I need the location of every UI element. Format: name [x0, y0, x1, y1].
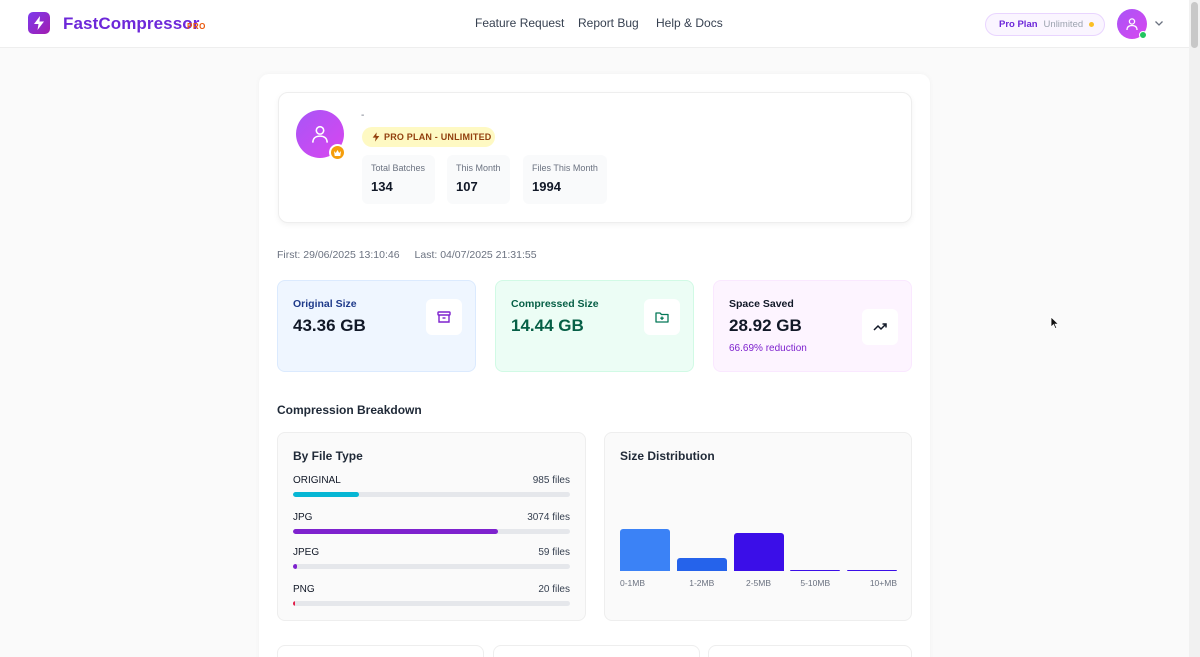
- space-saved-value: 28.92 GB: [729, 316, 802, 335]
- chart-bar-2-5MB: [733, 533, 784, 571]
- file-type-name: ORIGINAL: [293, 475, 341, 486]
- size-distribution-panel: [604, 432, 912, 621]
- user-icon: [1126, 18, 1138, 31]
- progress-fill: [293, 529, 498, 534]
- progress-fill: [293, 492, 359, 497]
- nav-report-bug[interactable]: Report Bug: [578, 16, 639, 30]
- by-file-type-title: By File Type: [293, 449, 363, 463]
- chart-bar-10+MB: [847, 570, 897, 571]
- stat-files-this-month: Files This Month 1994: [523, 155, 607, 204]
- file-type-name: JPG: [293, 512, 313, 523]
- plan-pill-status: Unlimited: [1043, 19, 1084, 30]
- brand-name[interactable]: FastCompressor: [63, 14, 200, 33]
- first-date: First: 29/06/2025 13:10:46: [277, 249, 400, 261]
- pro-plan-badge: PRO PLAN - UNLIMITED: [362, 127, 495, 147]
- compression-breakdown-title: Compression Breakdown: [277, 403, 422, 417]
- online-status-dot: [1139, 31, 1147, 39]
- brand-pro-tag: PRO: [187, 22, 206, 31]
- bolt-icon: [372, 132, 380, 142]
- plan-pill-name: Pro Plan: [999, 19, 1038, 30]
- chart-x-label: 10+MB: [869, 578, 897, 588]
- original-size-label: Original Size: [293, 298, 357, 310]
- space-saved-label: Space Saved: [729, 298, 794, 310]
- scrollbar-thumb[interactable]: [1191, 2, 1198, 48]
- chart-x-label: 1-2MB: [689, 578, 715, 588]
- bottom-card: [277, 645, 484, 657]
- original-size-card: Original Size 43.36 GB: [277, 280, 476, 372]
- stat-label: Total Batches: [371, 163, 426, 173]
- reduction-percent: 66.69% reduction: [729, 343, 807, 354]
- chart-x-label: 2-5MB: [745, 578, 772, 588]
- scrollbar-track[interactable]: [1189, 0, 1200, 657]
- progress-track: [293, 492, 570, 497]
- progress-track: [293, 601, 570, 606]
- stat-label: This Month: [456, 163, 501, 173]
- plan-pill[interactable]: Pro Plan Unlimited: [985, 13, 1105, 36]
- bottom-card: [493, 645, 700, 657]
- chevron-down-icon[interactable]: [1154, 18, 1164, 28]
- stat-total-batches: Total Batches 134: [362, 155, 435, 204]
- chart-bar-5-10MB: [790, 570, 841, 571]
- progress-fill: [293, 564, 297, 569]
- file-type-name: PNG: [293, 584, 315, 595]
- progress-track: [293, 529, 570, 534]
- pro-plan-badge-label: PRO PLAN - UNLIMITED: [384, 132, 492, 142]
- stat-value: 1994: [532, 179, 561, 194]
- compressed-size-card: Compressed Size 14.44 GB: [495, 280, 694, 372]
- chart-x-label: 5-10MB: [800, 578, 831, 588]
- chart-bar-0-1MB: [620, 529, 670, 571]
- mouse-cursor-icon: [1050, 316, 1060, 330]
- file-type-count: 985 files: [532, 475, 570, 486]
- by-file-type-panel: [277, 432, 586, 621]
- progress-track: [293, 564, 570, 569]
- activity-dates: First: 29/06/2025 13:10:46 Last: 04/07/2…: [277, 249, 549, 261]
- profile-name: -: [361, 110, 365, 121]
- file-type-count: 3074 files: [527, 512, 570, 523]
- stat-value: 134: [371, 179, 393, 194]
- chart-bar-1-2MB: [676, 558, 727, 571]
- last-date: Last: 04/07/2025 21:31:55: [414, 249, 537, 261]
- logo-bolt-icon[interactable]: [28, 12, 50, 34]
- nav-help-docs[interactable]: Help & Docs: [656, 16, 723, 30]
- space-saved-card: Space Saved 28.92 GB 66.69% reduction: [713, 280, 912, 372]
- trending-up-icon: [862, 309, 898, 345]
- file-type-name: JPEG: [293, 547, 320, 558]
- nav-feature-request[interactable]: Feature Request: [475, 16, 565, 30]
- file-type-count: 59 files: [538, 547, 570, 558]
- stat-label: Files This Month: [532, 163, 598, 173]
- folder-plus-icon: [644, 299, 680, 335]
- size-distribution-title: Size Distribution: [620, 449, 715, 463]
- user-icon: [312, 125, 328, 143]
- original-size-value: 43.36 GB: [293, 316, 366, 335]
- file-type-count: 20 files: [538, 584, 570, 595]
- stat-value: 107: [456, 179, 478, 194]
- bottom-card: [708, 645, 912, 657]
- crown-badge-icon: [329, 144, 346, 161]
- archive-icon: [426, 299, 462, 335]
- compressed-size-label: Compressed Size: [511, 298, 599, 310]
- compressed-size-value: 14.44 GB: [511, 316, 584, 335]
- progress-fill: [293, 601, 296, 606]
- stat-this-month: This Month 107: [447, 155, 510, 204]
- plan-status-dot: [1089, 22, 1095, 27]
- chart-x-label: 0-1MB: [620, 578, 646, 588]
